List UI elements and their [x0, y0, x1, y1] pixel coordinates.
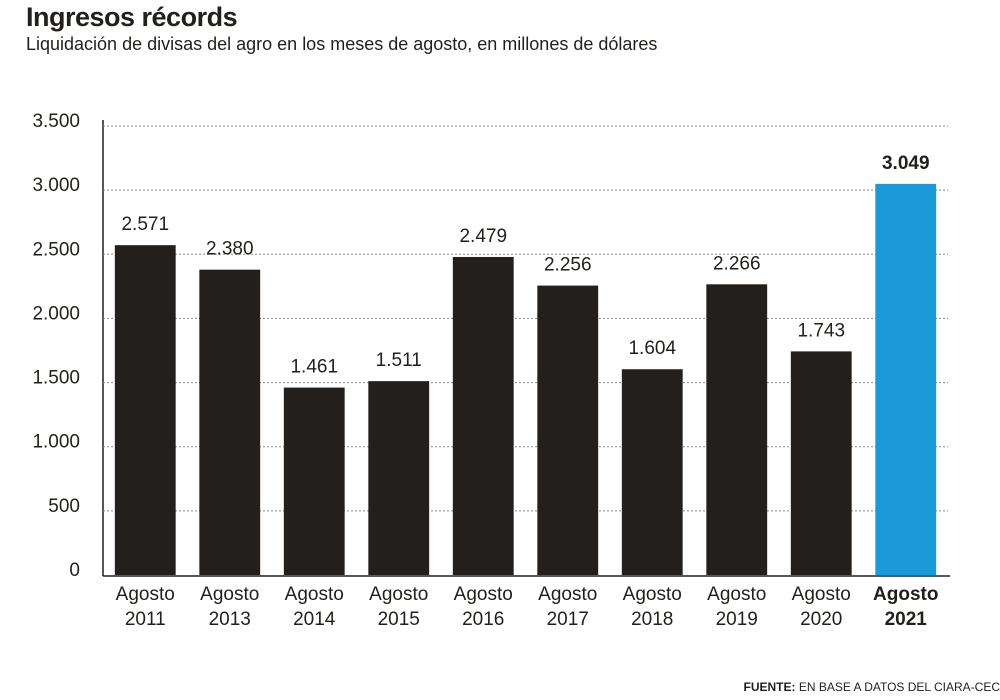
- value-label: 1.511: [376, 350, 422, 371]
- y-tick-label: 0: [69, 560, 80, 581]
- value-label: 2.266: [713, 253, 761, 274]
- value-label: 3.049: [882, 153, 930, 174]
- value-label: 2.380: [206, 239, 254, 260]
- x-tick-label: Agosto 2014: [284, 584, 344, 630]
- x-tick-label: Agosto 2021: [873, 584, 939, 630]
- x-tick-label: Agosto 2019: [707, 584, 767, 630]
- value-label: 2.256: [544, 255, 592, 276]
- bar: [537, 285, 599, 575]
- bar: [790, 351, 852, 575]
- x-tick-label: Agosto 2020: [791, 584, 851, 630]
- x-tick-label: Agosto 2015: [369, 584, 429, 630]
- bar: [706, 284, 768, 575]
- source: FUENTE: EN BASE A DATOS DEL CIARA-CEC: [743, 680, 1000, 694]
- y-tick-label: 2.000: [32, 303, 80, 324]
- bar: [452, 256, 514, 575]
- chart-title: Ingresos récords: [26, 2, 238, 32]
- y-tick-label: 1.500: [32, 368, 80, 389]
- value-label: 2.479: [459, 226, 507, 247]
- y-tick-label: 500: [48, 496, 80, 517]
- bar: [114, 245, 176, 575]
- value-label: 2.571: [121, 214, 169, 235]
- x-tick-label: Agosto 2018: [622, 584, 682, 630]
- chart-subtitle: Liquidación de divisas del agro en los m…: [26, 34, 658, 54]
- bar: [368, 381, 430, 575]
- y-tick-label: 1.000: [32, 432, 80, 453]
- x-tick-label: Agosto 2011: [115, 584, 175, 630]
- bar: [621, 369, 683, 575]
- value-label: 1.604: [628, 338, 676, 359]
- bar: [199, 269, 261, 575]
- y-tick-label: 2.500: [32, 239, 80, 260]
- source-label: FUENTE:: [743, 680, 796, 694]
- x-tick-label: Agosto 2013: [200, 584, 260, 630]
- x-tick-label: Agosto 2017: [538, 584, 598, 630]
- y-tick-label: 3.500: [32, 111, 80, 132]
- bar: [283, 387, 345, 575]
- y-tick-label: 3.000: [32, 175, 80, 196]
- bar: [875, 183, 937, 575]
- value-label: 1.461: [290, 357, 338, 378]
- value-label: 1.743: [797, 320, 845, 341]
- x-tick-label: Agosto 2016: [453, 584, 513, 630]
- source-text: EN BASE A DATOS DEL CIARA-CEC: [798, 680, 1000, 694]
